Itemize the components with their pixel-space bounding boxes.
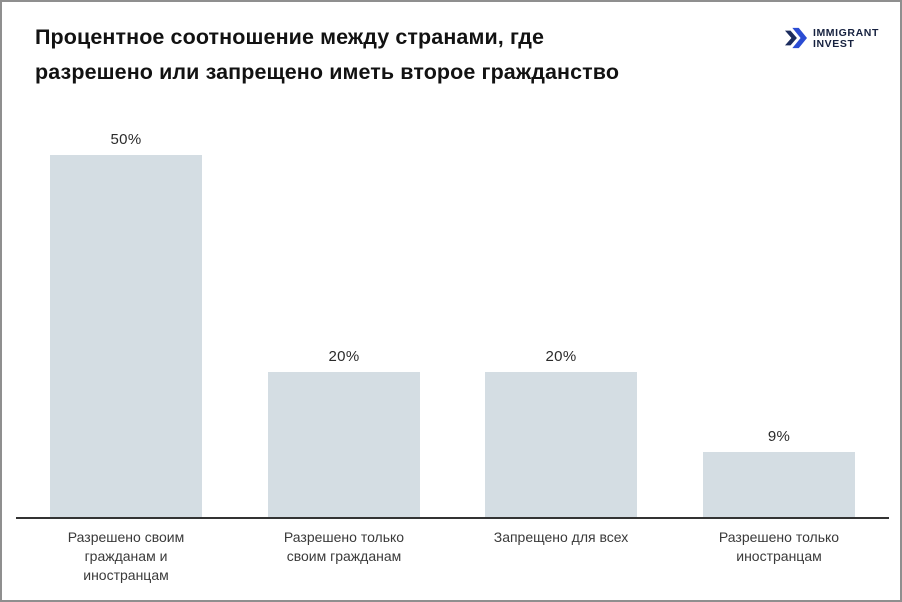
page-title-line-1: Процентное соотношение между странами, г… — [35, 25, 544, 49]
logo-wordmark: IMMIGRANT INVEST — [813, 27, 879, 50]
category-label-line: своим гражданам — [286, 548, 402, 564]
bar-value-label: 50% — [110, 131, 142, 148]
double-chevron-right-icon — [784, 27, 807, 49]
immigrant-invest-logo: IMMIGRANT INVEST — [784, 27, 879, 50]
category-label-line: иностранцам — [736, 548, 822, 564]
category-label-line: гражданам и — [84, 548, 168, 564]
bar — [703, 452, 855, 517]
plot-area: 50% Разрешено своим гражданам и иностранцам… — [16, 131, 889, 583]
bar — [268, 372, 420, 517]
category-label: Запрещено для всех — [451, 528, 671, 547]
logo-wordmark-line-1: IMMIGRANT — [812, 27, 879, 39]
category-label: Разрешено только своим гражданам — [234, 528, 454, 566]
category-label: Разрешено только иностранцам — [669, 528, 889, 566]
bar-value-label: 20% — [545, 348, 577, 365]
category-label: Разрешено своим гражданам и иностранцам — [16, 528, 236, 585]
bar — [50, 155, 202, 517]
category-label-line: Запрещено для всех — [493, 529, 629, 545]
logo-wordmark-line-2: INVEST — [812, 38, 855, 50]
page-title: Процентное соотношение между странами, г… — [35, 20, 619, 90]
bar — [485, 372, 637, 517]
category-label-line: Разрешено только — [283, 529, 405, 545]
page-title-line-2: разрешено или запрещено иметь второе гра… — [35, 60, 620, 84]
category-label-line: Разрешено своим — [67, 529, 185, 545]
bar-value-label: 20% — [328, 348, 360, 365]
category-label-line: иностранцам — [83, 567, 169, 583]
bar-value-label: 9% — [767, 428, 791, 445]
category-label-line: Разрешено только — [718, 529, 840, 545]
